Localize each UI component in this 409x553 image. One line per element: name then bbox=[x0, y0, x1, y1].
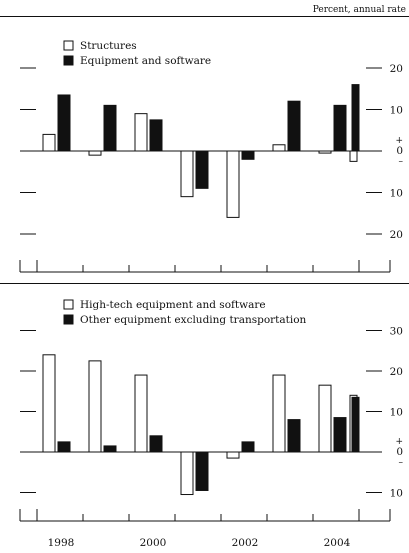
bar-high-tech-equipment-and-software bbox=[272, 374, 286, 453]
zero-label: 0 bbox=[396, 446, 403, 458]
bar-structures bbox=[134, 113, 148, 152]
legend-panel-2: High-tech equipment and software Other e… bbox=[63, 299, 307, 326]
bar-equipment-and-software bbox=[195, 150, 209, 189]
legend-swatch-other-equipment bbox=[63, 314, 74, 325]
legend-swatch-equipment-software bbox=[63, 55, 74, 66]
zero-plus-label: + bbox=[395, 136, 403, 146]
legend-label-equipment-software: Equipment and software bbox=[80, 55, 211, 67]
bar-structures bbox=[180, 150, 194, 198]
bar-high-tech-equipment-and-software bbox=[180, 451, 194, 496]
zero-minus-label: – bbox=[399, 458, 404, 468]
y-tick-label: 10 bbox=[390, 407, 403, 419]
y-tick-label: 20 bbox=[390, 63, 403, 75]
panel-2-plot: 30 20 10 10 +0– 1998 2000 2002 2004 bbox=[19, 326, 404, 549]
bar-extra bbox=[351, 396, 360, 453]
y-tick-label: 10 bbox=[390, 188, 403, 200]
zero-plus-label: + bbox=[395, 437, 403, 447]
bar-structures bbox=[272, 144, 286, 152]
x-tick-label: 2004 bbox=[324, 537, 351, 549]
bar-high-tech-equipment-and-software bbox=[42, 354, 56, 453]
bar-high-tech-equipment-and-software bbox=[88, 360, 102, 453]
bar-equipment-and-software bbox=[241, 150, 255, 160]
bar-equipment-and-software bbox=[57, 94, 71, 152]
bar-extra bbox=[351, 84, 360, 152]
bar-equipment-and-software bbox=[103, 104, 117, 152]
bar-other-equipment-excluding-transportation bbox=[287, 419, 301, 453]
y-tick-label: 20 bbox=[390, 366, 403, 378]
y-tick-label: 10 bbox=[390, 488, 403, 500]
bar-high-tech-equipment-and-software bbox=[134, 374, 148, 453]
x-tick-label: 2002 bbox=[232, 537, 259, 549]
bar-equipment-and-software bbox=[287, 100, 301, 152]
y-tick-label: 30 bbox=[390, 326, 403, 338]
bar-equipment-and-software bbox=[149, 119, 163, 152]
bar-other-equipment-excluding-transportation bbox=[195, 451, 209, 491]
legend-label-structures: Structures bbox=[80, 40, 137, 52]
bar-structures bbox=[318, 150, 332, 154]
zero-minus-label: – bbox=[399, 157, 404, 167]
legend-label-other-equipment: Other equipment excluding transportation bbox=[80, 314, 307, 326]
zero-label: 0 bbox=[396, 145, 403, 157]
bar-high-tech-equipment-and-software bbox=[318, 384, 332, 453]
unit-label: Percent, annual rate bbox=[313, 5, 406, 15]
bar-equipment-and-software bbox=[333, 104, 347, 152]
bar-extra bbox=[349, 150, 358, 162]
x-tick-label: 2000 bbox=[140, 537, 167, 549]
y-tick-label: 20 bbox=[390, 229, 403, 241]
panel-1-plot: 20 10 10 20 +0– bbox=[19, 63, 404, 273]
bar-other-equipment-excluding-transportation bbox=[103, 445, 117, 453]
bar-high-tech-equipment-and-software bbox=[226, 451, 240, 459]
bar-other-equipment-excluding-transportation bbox=[333, 417, 347, 453]
legend-panel-1: Structures Equipment and software bbox=[63, 40, 211, 67]
bar-structures bbox=[88, 150, 102, 156]
legend-swatch-structures bbox=[63, 40, 74, 51]
bar-structures bbox=[42, 133, 56, 152]
bar-other-equipment-excluding-transportation bbox=[57, 441, 71, 453]
y-tick-label: 10 bbox=[390, 105, 403, 117]
legend-swatch-high-tech bbox=[63, 299, 74, 310]
legend-label-high-tech: High-tech equipment and software bbox=[80, 299, 266, 311]
bar-structures bbox=[226, 150, 240, 218]
bar-other-equipment-excluding-transportation bbox=[149, 435, 163, 453]
bar-other-equipment-excluding-transportation bbox=[241, 441, 255, 453]
x-tick-label: 1998 bbox=[48, 537, 75, 549]
